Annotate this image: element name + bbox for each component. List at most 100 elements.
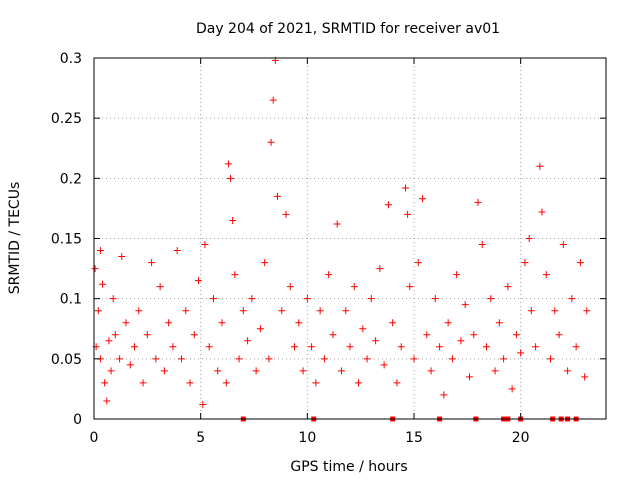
data-point [105,337,113,345]
data-point [337,367,345,375]
data-point [227,174,235,182]
data-point [448,355,456,363]
data-point [367,295,375,303]
data-point [186,379,194,387]
data-point [299,367,307,375]
data-point [525,235,533,242]
data-point [389,319,397,327]
data-point [135,307,143,315]
x-tick-label: 0 [90,430,99,446]
data-point [308,343,316,351]
data-point [256,325,264,333]
data-point [244,337,252,345]
data-point [559,241,567,249]
data-point [143,331,151,339]
data-point [491,367,499,375]
data-point [173,247,181,255]
data-point [555,331,563,339]
data-point [521,259,529,267]
data-point [355,379,363,387]
data-point [312,379,320,387]
y-tick-label: 0.25 [51,111,82,127]
data-point [286,283,294,291]
data-point [111,331,119,339]
data-point [350,283,358,291]
data-point [551,307,559,315]
data-point [427,367,435,375]
data-point [346,343,354,351]
data-point [431,295,439,303]
data-point [235,355,243,363]
data-point [177,355,185,363]
data-point [461,301,469,309]
data-point [91,265,99,273]
data-point [414,259,422,267]
data-point [222,379,230,387]
data-point [538,208,546,216]
data-point [239,307,247,315]
data-point [199,401,207,409]
data-point [214,367,222,375]
data-point [474,198,482,206]
data-point [568,295,576,303]
data-point [517,349,525,357]
data-point [436,343,444,351]
data-point [470,331,478,339]
data-point [376,265,384,273]
y-axis-label: SRMTID / TECUs [7,182,23,295]
data-point [126,361,134,369]
data-point [583,307,591,315]
data-point [99,280,107,288]
x-tick-label: 10 [298,430,316,446]
data-point [478,241,486,249]
x-tick-label: 15 [405,430,423,446]
data-point [372,337,380,345]
data-point [152,355,160,363]
data-point [504,283,512,291]
data-point [532,343,540,351]
data-point [224,160,232,168]
data-point [500,355,508,363]
data-point [218,319,226,327]
data-point [165,319,173,327]
data-point [401,184,409,192]
data-point [282,210,290,218]
data-point [101,379,109,387]
data-point [384,201,392,209]
data-point [160,367,168,375]
data-point [406,283,414,291]
data-point [423,331,431,339]
data-point [201,241,209,249]
data-point [229,216,237,224]
data-point [118,253,126,261]
data-point [483,343,491,351]
data-point [295,319,303,327]
data-point [205,343,213,351]
data-point [325,271,333,279]
data-point [291,343,299,351]
data-point [148,259,156,267]
y-tick-label: 0.3 [60,51,82,67]
data-point [495,319,503,327]
data-point [265,355,273,363]
data-point [131,343,139,351]
data-point [261,259,269,267]
data-point [316,307,324,315]
data-point [267,138,275,146]
data-point [572,343,580,351]
data-point [116,355,124,363]
data-point [182,307,190,315]
data-point [393,379,401,387]
x-tick-label: 20 [512,430,530,446]
data-point [404,210,412,218]
data-point [547,355,555,363]
y-tick-label: 0.05 [51,352,82,368]
data-point [508,385,516,393]
data-point [363,355,371,363]
data-point [576,259,584,267]
data-point [542,271,550,279]
data-point [342,307,350,315]
data-point [465,373,473,381]
data-point [329,331,337,339]
